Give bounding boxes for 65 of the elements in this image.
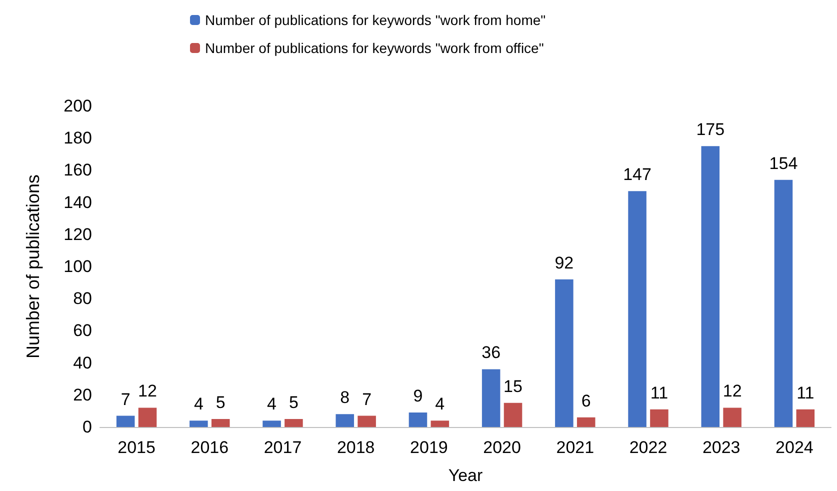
bar [262, 420, 281, 427]
bar [138, 408, 157, 427]
y-tick-label: 0 [82, 418, 92, 436]
bar [430, 420, 450, 427]
data-label: 9 [413, 386, 423, 406]
data-label: 7 [120, 390, 130, 409]
x-tick-label: 2016 [190, 438, 229, 457]
y-tick-label: 200 [64, 96, 92, 116]
legend-label: Number of publications for keywords "work from home" [205, 12, 546, 28]
bar [650, 409, 668, 427]
bar [284, 418, 303, 427]
data-label: 15 [504, 376, 522, 396]
bar [576, 417, 596, 427]
bar [190, 420, 208, 427]
bar [628, 191, 646, 427]
bar [701, 146, 720, 427]
y-tick-label: 140 [64, 192, 92, 212]
bar [504, 402, 522, 427]
data-label: 8 [340, 388, 350, 408]
bar [116, 416, 135, 427]
data-label: 7 [362, 390, 372, 409]
x-tick-label: 2023 [702, 438, 740, 457]
y-tick-label: 160 [64, 160, 92, 180]
x-tick-label: 2022 [629, 438, 668, 457]
x-tick-label: 2015 [118, 438, 156, 457]
data-label: 6 [581, 391, 591, 410]
x-tick-label: 2018 [336, 438, 375, 457]
data-label: 5 [216, 392, 226, 412]
data-label: 147 [623, 165, 652, 184]
x-axis-title: Year [448, 466, 484, 485]
y-tick-label: 180 [64, 128, 92, 148]
y-tick-label: 60 [73, 321, 92, 340]
data-label: 11 [796, 383, 814, 402]
x-tick-label: 2024 [776, 438, 814, 457]
data-label: 4 [267, 394, 277, 414]
bar [336, 414, 354, 427]
bar [723, 408, 742, 427]
data-label: 36 [482, 343, 501, 362]
data-label: 12 [722, 382, 742, 401]
data-label: 175 [696, 120, 725, 140]
x-tick-label: 2021 [556, 438, 594, 457]
y-tick-label: 80 [73, 289, 92, 308]
x-tick-label: 2019 [410, 438, 448, 457]
bar [211, 418, 230, 427]
y-tick-label: 120 [64, 224, 92, 244]
bar [358, 416, 376, 427]
bar [408, 412, 428, 427]
bar [482, 369, 500, 427]
legend-label: Number of publications for keywords "work from office" [205, 40, 544, 56]
data-label: 11 [650, 383, 668, 402]
y-tick-label: 40 [73, 353, 92, 372]
data-label: 4 [435, 394, 445, 414]
y-axis-title: Number of publications [23, 174, 43, 359]
y-tick-label: 20 [73, 385, 92, 404]
data-label: 154 [769, 154, 798, 173]
x-tick-label: 2017 [264, 438, 302, 457]
data-label: 12 [138, 382, 157, 401]
bar [774, 180, 793, 427]
data-label: 92 [554, 253, 574, 272]
y-tick-label: 100 [64, 257, 92, 276]
data-label: 4 [194, 394, 204, 414]
bar [796, 409, 815, 427]
data-label: 5 [288, 392, 298, 412]
x-tick-label: 2020 [483, 438, 521, 457]
bar [555, 279, 574, 427]
